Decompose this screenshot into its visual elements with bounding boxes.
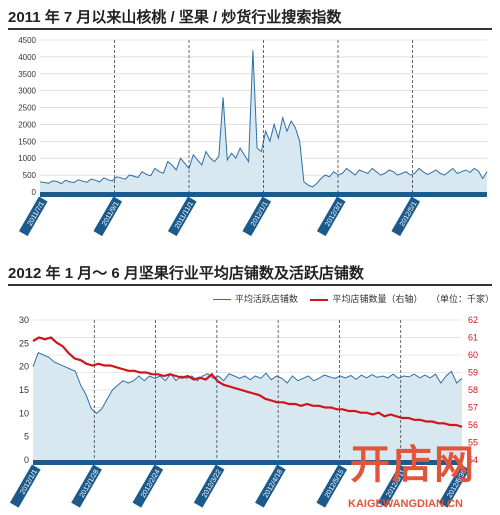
- y-tick-label: 500: [23, 171, 37, 180]
- chart2-legend: 平均活跃店铺数 平均店铺数量（右轴） （单位：千家）: [203, 292, 494, 305]
- y-left-tick-label: 25: [19, 338, 29, 348]
- y-right-tick-label: 58: [468, 385, 478, 395]
- y-right-tick-label: 61: [468, 333, 478, 343]
- x-tick-group: 2012/3/22: [193, 464, 225, 508]
- chart1-search-index: 0500100015002000250030003500400045002011…: [18, 36, 488, 237]
- x-tick-badge: [71, 464, 102, 508]
- x-tick-group: 2012/5/15: [316, 464, 348, 508]
- x-tick-group: 2012/4/18: [255, 464, 286, 508]
- y-tick-label: 0: [32, 188, 37, 197]
- y-tick-label: 2500: [18, 104, 36, 113]
- y-right-tick-label: 57: [468, 403, 478, 413]
- y-tick-label: 4500: [18, 36, 36, 45]
- watermark: 开店网 KAIGEWANGDIAN.CN: [348, 432, 476, 510]
- x-axis-bar: [33, 460, 462, 465]
- chart1-title-rule: [8, 28, 492, 30]
- chart2-title-rule: [8, 284, 492, 286]
- y-left-tick-label: 20: [19, 362, 29, 372]
- x-tick-badge: [132, 464, 164, 508]
- legend-swatch-active: [212, 299, 231, 301]
- x-tick-group: 2012/1/28: [71, 464, 102, 508]
- x-tick-badge: [167, 196, 197, 237]
- x-tick-badge: [9, 464, 41, 508]
- watermark-url: KAIGEWANGDIAN.CN: [348, 498, 463, 510]
- y-tick-label: 4000: [18, 53, 36, 62]
- x-tick-badge: [316, 196, 346, 237]
- y-right-tick-label: 60: [468, 350, 478, 360]
- legend-unit: （单位：千家）: [430, 294, 494, 304]
- x-tick-badge: [242, 196, 272, 237]
- y-left-tick-label: 30: [19, 315, 29, 325]
- y-left-tick-label: 0: [24, 455, 29, 465]
- x-tick-badge: [255, 464, 286, 508]
- y-tick-label: 1500: [18, 137, 36, 146]
- x-tick-group: 2012/1/1: [9, 464, 41, 508]
- series-area: [40, 50, 487, 192]
- y-left-tick-label: 5: [24, 432, 29, 442]
- y-tick-label: 1000: [18, 154, 36, 163]
- x-tick-badge: [316, 464, 348, 508]
- x-tick-badge: [377, 464, 409, 508]
- y-right-tick-label: 62: [468, 315, 478, 325]
- y-tick-label: 2000: [18, 120, 36, 129]
- chart1-title: 2011 年 7 月以来山核桃 / 坚果 / 炒货行业搜索指数: [8, 9, 342, 26]
- x-tick-badge: [193, 464, 225, 508]
- x-tick-group: 2012/2/24: [132, 464, 164, 508]
- x-tick-badge: [438, 464, 470, 508]
- watermark-logo: 开店网: [350, 443, 476, 487]
- y-tick-label: 3000: [18, 87, 36, 96]
- legend-label-active: 平均活跃店铺数: [234, 294, 298, 304]
- x-axis-bar: [40, 192, 487, 197]
- legend-swatch-total: [310, 298, 329, 301]
- x-tick-badge: [93, 196, 123, 237]
- y-tick-label: 3500: [18, 70, 36, 79]
- chart2-title: 2012 年 1 月～ 6 月坚果行业平均店铺数及活跃店铺数: [8, 265, 364, 282]
- active-area: [33, 352, 462, 460]
- y-left-tick-label: 10: [19, 408, 29, 418]
- y-right-tick-label: 56: [468, 420, 478, 430]
- x-tick-badge: [18, 196, 48, 237]
- x-tick-badge: [391, 196, 421, 237]
- active-line: [32, 352, 463, 414]
- total-line: [32, 336, 463, 428]
- y-left-tick-label: 15: [19, 385, 29, 395]
- y-right-tick-label: 55: [468, 438, 478, 448]
- y-right-tick-label: 59: [468, 368, 478, 378]
- y-right-tick-label: 54: [468, 455, 478, 465]
- legend-label-total: 平均店铺数量（右轴）: [332, 294, 423, 304]
